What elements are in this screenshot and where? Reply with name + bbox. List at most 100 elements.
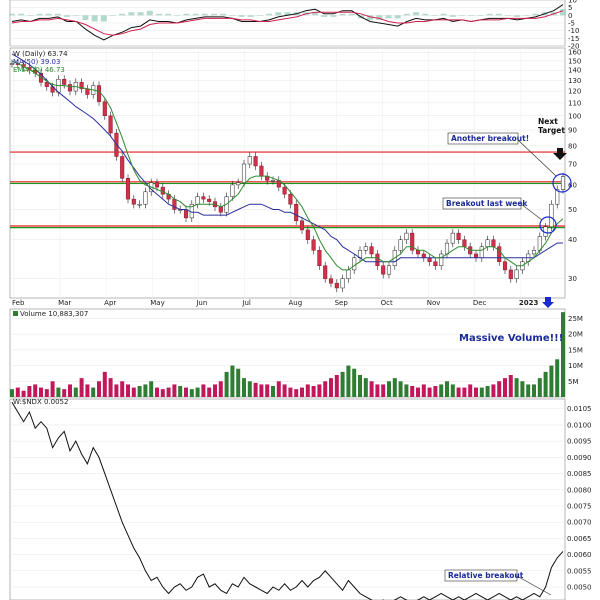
macd-histogram-bar [321,15,328,17]
macd-histogram-bar [229,15,236,16]
volume-bar [166,387,171,397]
price-y-tick: 80 [568,142,577,150]
price-candle [328,278,334,284]
ema20-line [11,60,564,271]
volume-bar [137,386,142,397]
price-y-tick: 30 [568,275,577,283]
volume-bar [398,381,403,397]
macd-histogram-bar [431,15,438,16]
volume-bar [392,378,397,397]
volume-bar [108,378,113,397]
volume-bar [311,386,316,397]
relative-y-tick: 0.0055 [567,567,592,575]
another-breakout-pointer [517,139,557,177]
price-candle [207,198,212,202]
volume-bar [375,384,380,397]
price-candle [294,203,299,222]
macd-histogram-bar [376,15,383,20]
price-candle [311,239,316,251]
macd-histogram-bar [330,15,337,17]
macd-lines [11,4,564,41]
volume-bar [358,375,362,397]
another-breakout-circle [552,173,572,193]
macd-histogram-bar [64,15,71,17]
macd-histogram-bar [45,13,52,16]
price-candle [305,229,310,240]
breakout-last-week-pointer [520,203,543,221]
price-candle [485,239,490,247]
x-tick-label: Apr [104,299,116,307]
price-candle [85,88,90,95]
volume-bar [33,384,38,397]
price-moving-averages [11,53,564,271]
volume-bar [288,387,293,397]
macd-histogram-bar [192,13,199,16]
massive-volume-label: Massive Volume!!! [459,333,563,344]
macd-histogram-bar [220,13,227,16]
macd-histogram-bar [477,15,484,16]
macd-histogram-bar [146,10,153,16]
volume-bar [68,384,72,397]
volume-bars [10,312,565,397]
volume-frame [9,308,566,398]
volume-bar [381,384,386,397]
macd-histogram-bar [128,12,135,16]
volume-bar [236,368,241,397]
price-candle [108,115,113,134]
relative-legend: W:$NDX 0.0052 [13,398,68,406]
volume-bar [369,381,374,397]
macd-y-tick: -20 [568,43,579,51]
price-grid [10,48,565,600]
price-candle [549,203,554,228]
volume-bar [427,387,432,397]
volume-bar [21,390,26,397]
macd-histogram-bar [183,13,190,16]
x-tick-label: Oct [381,299,393,307]
volume-bar [543,371,548,397]
volume-bar [410,386,415,397]
price-y-tick: 50 [568,206,577,214]
macd-histogram-bar [73,15,80,16]
volume-bar [514,378,519,397]
relative-series-line [11,401,564,600]
price-candle [415,250,421,255]
price-candle [143,191,148,205]
macd-histogram-bar [348,13,355,16]
relative-y-tick: 0.0065 [567,535,592,543]
macd-y-tick: -10 [568,27,579,35]
relative-breakout-pointer [516,575,552,596]
volume-panel: 25M 20M 15M 10M 5M Volume 10,883,307 Massive… [9,297,583,398]
price-candle [67,84,73,92]
price-y-tick: 60 [568,181,577,189]
volume-bar [259,384,264,397]
volume-bar [114,384,119,397]
price-candle [137,203,142,206]
volume-bar [497,381,502,397]
macd-histogram-bar [27,15,34,16]
price-y-tick: 150 [568,57,581,65]
volume-bar [218,381,223,397]
price-legend: W (Daily) 63.74 MA(50) 39.03 EMA(20) 46.… [13,50,68,74]
price-candle [154,182,160,188]
price-candle [491,239,496,247]
volume-bar [526,384,531,397]
next-target-label-1: Next [538,117,558,126]
macd-histogram-bar [394,15,401,19]
macd-histogram-bar [440,13,447,16]
relative-breakout-box [444,569,518,582]
price-candle [44,82,49,87]
volume-bar [15,387,20,397]
volume-bar [346,365,351,397]
macd-histogram-bar [247,15,254,17]
macd-histogram-bar [403,13,410,16]
volume-bar [404,384,409,397]
macd-histogram-bar [155,13,162,16]
volume-bar [155,387,159,397]
relative-y-tick: 0.0090 [567,454,592,462]
price-candle [386,265,392,275]
volume-bar [242,378,246,397]
price-candle [172,198,177,210]
relative-y-tick: 0.0080 [567,486,592,494]
price-candle [317,250,322,266]
